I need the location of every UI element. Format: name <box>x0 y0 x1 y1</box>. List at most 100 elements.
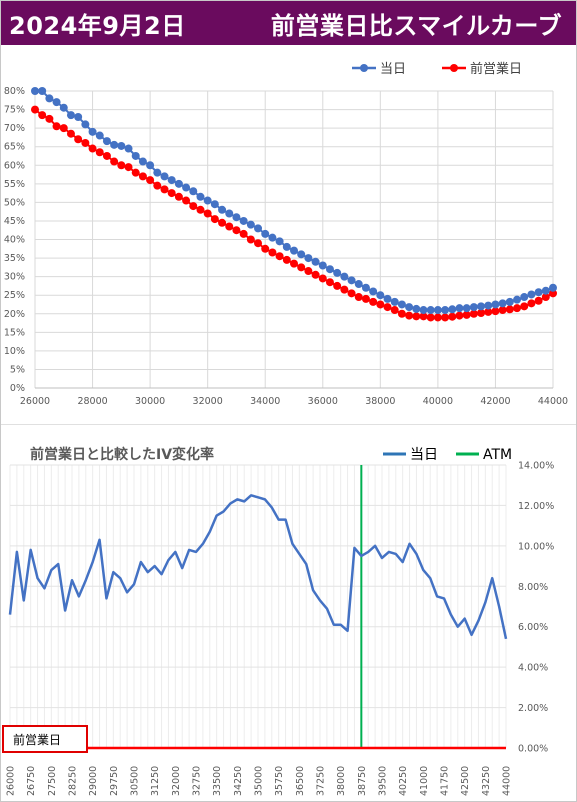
data-point-prev <box>318 274 327 283</box>
data-point-today <box>340 272 349 281</box>
data-point-today <box>203 196 212 205</box>
data-point-prev <box>433 313 442 322</box>
legend-today-label: 当日 <box>380 62 406 77</box>
data-point-today <box>102 137 111 146</box>
smile-curve-legend: 当日 前営業日 <box>352 61 522 77</box>
data-point-prev <box>102 151 111 160</box>
data-point-today <box>333 268 342 277</box>
legend-prev-label: 前営業日 <box>470 61 522 77</box>
x-tick-label: 41750 <box>440 766 451 796</box>
data-point-prev <box>311 270 320 279</box>
y-tick-label: 10% <box>4 346 25 357</box>
data-point-prev <box>505 305 514 314</box>
data-point-prev <box>412 312 421 321</box>
y-tick-label: 55% <box>4 179 25 190</box>
x-tick-label: 28250 <box>68 766 79 796</box>
data-point-prev <box>520 302 529 311</box>
data-point-today <box>131 151 140 160</box>
data-point-prev <box>275 252 284 261</box>
data-point-today <box>527 290 536 299</box>
data-point-today <box>246 220 255 229</box>
data-point-prev <box>182 196 191 205</box>
y-tick-label: 4.00% <box>518 663 548 674</box>
data-point-prev <box>167 189 176 198</box>
y-tick-label: 0% <box>10 383 25 394</box>
data-point-prev <box>88 144 97 153</box>
data-point-today <box>239 216 248 225</box>
x-tick-label: 44000 <box>538 396 568 407</box>
data-point-today <box>31 87 39 95</box>
prev-day-series-label: 前営業日 <box>13 732 61 747</box>
data-point-prev <box>38 111 47 120</box>
data-point-prev <box>110 157 119 166</box>
x-tick-label: 30000 <box>135 396 165 407</box>
data-point-prev <box>448 312 457 321</box>
x-tick-label: 37250 <box>316 766 327 796</box>
data-point-prev <box>484 307 493 316</box>
data-point-prev <box>354 293 363 302</box>
data-point-today <box>448 305 457 314</box>
series-line-today <box>35 90 554 312</box>
report-title: 前営業日比スマイルカーブ <box>270 11 562 40</box>
data-point-prev <box>534 296 543 305</box>
y-tick-label: 12.00% <box>518 501 554 512</box>
data-point-today <box>225 209 234 218</box>
data-point-prev <box>31 105 39 114</box>
data-point-today <box>354 280 363 289</box>
data-point-prev <box>397 309 406 318</box>
x-tick-label: 27500 <box>47 766 58 796</box>
data-point-prev <box>95 148 104 157</box>
x-tick-label: 40250 <box>398 766 409 796</box>
data-point-prev <box>513 304 522 313</box>
data-point-prev <box>246 235 255 244</box>
x-tick-label: 36500 <box>295 766 306 796</box>
data-point-today <box>59 103 68 112</box>
data-point-today <box>268 233 277 242</box>
data-point-today <box>160 172 169 181</box>
x-tick-label: 38750 <box>357 766 368 796</box>
data-point-prev <box>196 205 205 214</box>
x-tick-label: 40000 <box>423 396 453 407</box>
y-tick-label: 35% <box>4 253 25 264</box>
data-point-today <box>290 246 298 255</box>
data-point-today <box>189 187 198 196</box>
y-tick-label: 8.00% <box>518 582 548 593</box>
y-tick-label: 20% <box>4 309 25 320</box>
data-point-prev <box>81 138 90 147</box>
data-point-today <box>174 179 183 188</box>
x-tick-label: 26000 <box>20 396 50 407</box>
y-tick-label: 0.00% <box>518 744 548 755</box>
data-point-prev <box>549 289 557 298</box>
y-tick-label: 5% <box>10 364 25 375</box>
y-tick-label: 45% <box>4 216 25 227</box>
x-tick-label: 41000 <box>419 766 430 796</box>
data-point-prev <box>146 176 155 185</box>
data-point-prev <box>541 293 550 302</box>
y-tick-label: 75% <box>4 105 25 116</box>
data-point-today <box>441 306 450 315</box>
data-point-prev <box>131 168 140 177</box>
smile-curve-chart: 当日 前営業日 0% 5% 10% 15% 20% 25% 30% 35% 40% 45% 50% 5… <box>4 61 568 407</box>
x-tick-label: 35000 <box>254 766 265 796</box>
data-point-prev <box>297 263 306 272</box>
data-point-today <box>210 200 219 209</box>
data-point-prev <box>340 285 349 294</box>
y-tick-label: 65% <box>4 142 25 153</box>
data-point-prev <box>462 310 471 319</box>
y-tick-label: 60% <box>4 160 25 171</box>
y-tick-label: 80% <box>4 86 25 97</box>
data-point-today <box>81 120 90 129</box>
data-point-today <box>232 213 241 222</box>
report-date: 2024年9月2日 <box>9 11 186 40</box>
y-tick-label: 14.00% <box>518 461 554 472</box>
data-point-today <box>549 283 557 292</box>
data-point-prev <box>203 209 212 218</box>
data-point-prev <box>426 313 435 322</box>
x-tick-label: 28000 <box>77 396 107 407</box>
data-point-today <box>390 297 399 306</box>
data-point-prev <box>405 311 414 320</box>
data-point-today <box>282 242 291 251</box>
x-tick-label: 31250 <box>150 766 161 796</box>
data-point-today <box>146 161 155 170</box>
data-point-prev <box>225 222 234 231</box>
